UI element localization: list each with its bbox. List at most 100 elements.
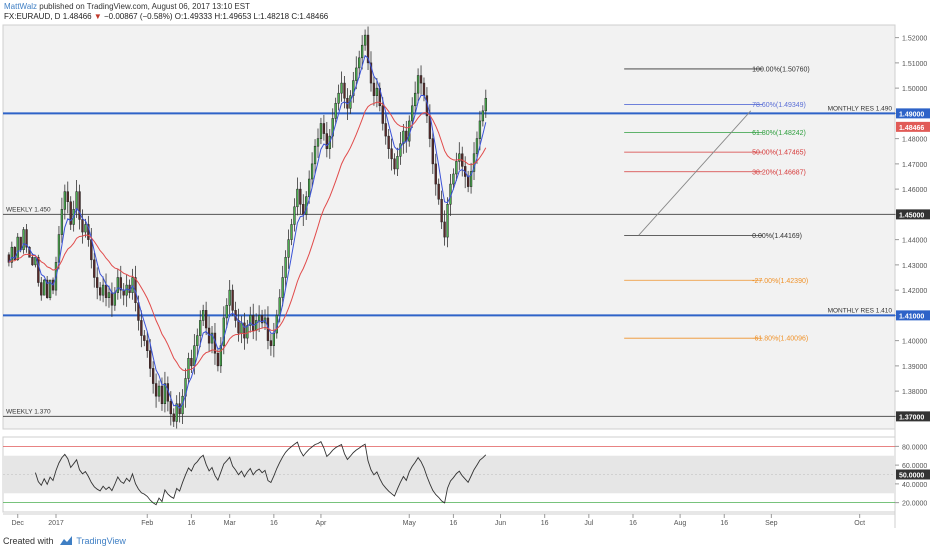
x-tick-label: 16 (270, 520, 278, 527)
candle-body (411, 105, 414, 122)
candle-body (196, 335, 199, 346)
candle-body (313, 145, 317, 165)
symbol-label: FX:EURAUD, D (4, 12, 61, 21)
fast-ma-line (8, 54, 487, 409)
fib-level-label: 61.80%(1.48242) (752, 130, 806, 137)
price-tag-box (896, 108, 930, 119)
candle-body (343, 82, 346, 99)
y-tick-label: 1.40000 (902, 339, 927, 346)
fib-level-label: 100.00%(1.50760) (752, 66, 810, 73)
price-tag-label: 1.48466 (899, 125, 924, 132)
candle-body (319, 123, 323, 139)
x-tick-label: Dec (11, 520, 24, 527)
x-tick-label: Aug (674, 520, 687, 527)
candle-body (437, 183, 440, 200)
candle-body (260, 315, 264, 324)
candle-body (10, 246, 13, 263)
candle-body (157, 385, 161, 397)
candle-body (228, 289, 231, 306)
x-tick-label: 16 (450, 520, 458, 527)
candle-body (84, 224, 87, 233)
candle-body (481, 110, 485, 122)
candle-body (249, 315, 252, 326)
tradingview-brand[interactable]: TradingView (76, 536, 126, 546)
candle-body (308, 178, 311, 197)
candle-body (475, 138, 479, 155)
publish-line: MattWalz published on TradingView.com, A… (4, 2, 250, 12)
candle-body (466, 176, 470, 187)
candle-body (390, 148, 393, 160)
price-chart[interactable]: 1.52000 1.51000 1.50000 1.49000 1.48000 1.470… (0, 0, 932, 532)
candle-body (337, 92, 340, 104)
candle-body (113, 292, 117, 306)
candle-body (63, 191, 66, 210)
candle-body (419, 75, 423, 84)
candle-body (431, 138, 434, 165)
candle-body (387, 135, 390, 149)
y-tick-label: 1.39000 (902, 364, 927, 371)
candle-body (160, 385, 164, 405)
y-tick-label: 1.51000 (902, 61, 927, 68)
candle-body (299, 188, 302, 205)
candle-body (340, 82, 343, 94)
price-tag-box (896, 411, 930, 422)
created-with-label: Created with (3, 536, 54, 546)
candle-body (446, 204, 449, 238)
candle-body (146, 340, 149, 351)
candle-body (116, 277, 119, 293)
candle-body (360, 44, 364, 59)
candle-body (252, 315, 255, 331)
candle-body (93, 259, 96, 278)
publish-info: published on TradingView.com, August 06,… (39, 2, 250, 11)
price-tag-box (896, 121, 930, 132)
price-tag-box (896, 209, 930, 220)
open-value: O:1.49333 (174, 12, 213, 21)
candle-body (384, 123, 387, 137)
candle-body (408, 120, 411, 142)
candle-body (175, 403, 178, 422)
candle-body (31, 257, 34, 266)
slow-ma-line (8, 101, 487, 372)
candle-body (290, 224, 293, 240)
y-tick-label: 1.52000 (902, 36, 927, 43)
down-arrow-icon: ▼ (93, 12, 102, 21)
candle-body (243, 322, 246, 339)
candle-body (119, 277, 122, 291)
candle-body (225, 305, 228, 319)
y-tick-label: 1.47000 (902, 162, 927, 169)
candle-body (204, 310, 208, 329)
candle-body (413, 92, 417, 107)
candle-body (216, 353, 220, 367)
candle-body (210, 332, 214, 344)
high-value: H:1.49653 (214, 12, 252, 21)
candle-body (352, 80, 355, 96)
candle-body (40, 282, 43, 296)
candle-body (310, 163, 314, 180)
x-tick-label: 16 (188, 520, 196, 527)
candle-body (19, 236, 22, 250)
price-tag-label: 1.41000 (899, 313, 924, 320)
x-tick-label: Mar (224, 520, 237, 527)
candle-body (366, 34, 370, 64)
candle-body (13, 246, 16, 261)
candle-body (107, 292, 111, 298)
candle-body (222, 317, 225, 346)
x-tick-label: Jul (584, 520, 593, 527)
candle-body (190, 358, 193, 367)
candle-body (455, 161, 458, 175)
candle-body (358, 57, 361, 69)
candle-body (469, 171, 473, 187)
x-tick-label: Jun (495, 520, 506, 527)
candle-body (187, 358, 190, 379)
candle-body (257, 315, 261, 321)
author-link[interactable]: MattWalz (4, 2, 38, 11)
y-tick-label: 1.43000 (902, 263, 927, 270)
candle-body (154, 383, 158, 397)
price-tag-box (896, 310, 930, 321)
candle-body (434, 163, 437, 185)
rsi-line (34, 441, 487, 506)
y-tick-label: 1.48000 (902, 137, 927, 144)
level-label: WEEKLY 1.450 (6, 206, 51, 213)
candle-body (7, 254, 11, 263)
candle-body (484, 97, 487, 112)
